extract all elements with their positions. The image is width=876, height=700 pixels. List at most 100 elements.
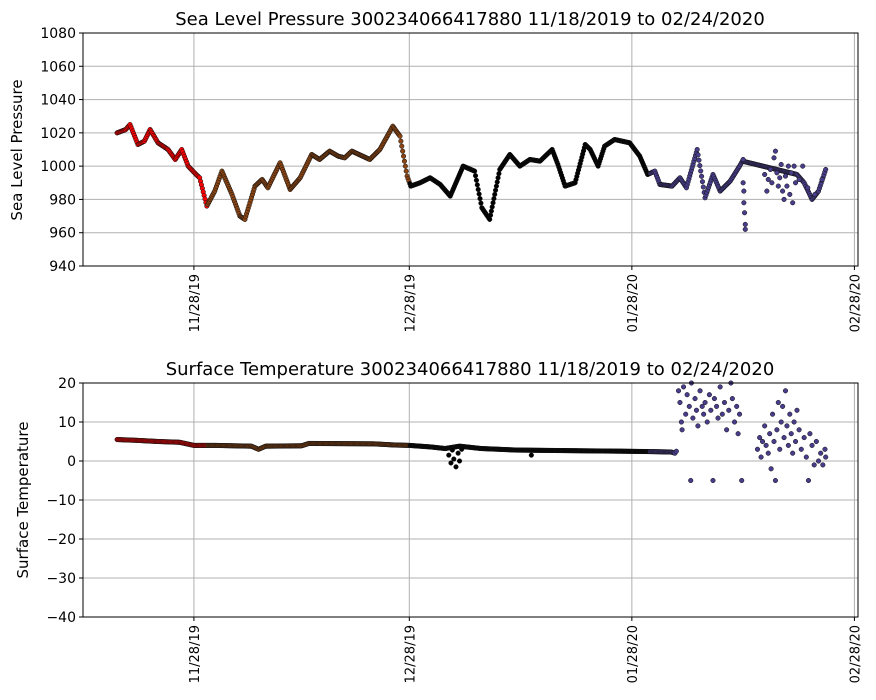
data-point [455, 450, 461, 456]
data-point [448, 460, 454, 466]
data-point [701, 411, 707, 417]
data-point [401, 153, 407, 159]
data-point [771, 438, 777, 445]
data-point [757, 435, 763, 441]
data-point [692, 396, 698, 402]
x-tick-label: 01/28/20 [626, 274, 641, 332]
data-point [778, 419, 784, 425]
data-point [791, 419, 797, 425]
data-point [763, 442, 769, 448]
y-axis-label: Sea Level Pressure [8, 79, 26, 220]
data-point [398, 138, 404, 144]
data-point [777, 446, 783, 452]
data-point [493, 183, 499, 189]
data-point [695, 152, 701, 158]
data-point [785, 163, 791, 169]
x-tick-label: 12/28/19 [403, 274, 418, 332]
data-point [823, 454, 829, 460]
data-point [811, 462, 817, 468]
x-tick-label: 11/28/19 [188, 274, 203, 332]
data-point [798, 446, 804, 452]
data-point [787, 411, 793, 417]
y-tick-label: −30 [46, 571, 76, 587]
data-point [457, 458, 463, 464]
data-point [813, 438, 819, 445]
data-point [684, 392, 690, 398]
data-point [474, 182, 480, 188]
data-point [489, 204, 495, 210]
data-point [803, 454, 809, 460]
data-point [785, 442, 791, 448]
data-point [714, 403, 720, 409]
data-point [775, 399, 781, 406]
data-point [742, 226, 748, 232]
data-point [740, 156, 746, 163]
y-tick-label: −40 [46, 610, 76, 626]
data-point [805, 477, 812, 484]
axes-frame [82, 32, 859, 267]
data-point [781, 435, 787, 441]
data-point [693, 407, 700, 413]
data-point [706, 392, 712, 398]
data-point [697, 388, 703, 394]
y-tick-label: 940 [49, 259, 76, 275]
data-point [710, 477, 716, 484]
chart-title: Sea Level Pressure 300234066417880 11/18… [175, 9, 765, 30]
data-point [472, 173, 479, 179]
y-tick-label: 1060 [40, 59, 76, 75]
y-tick-label: 1080 [40, 26, 76, 42]
y-tick-label: 20 [58, 376, 76, 392]
data-point [775, 183, 781, 189]
data-point [487, 216, 493, 222]
data-point [800, 163, 806, 169]
data-point [754, 446, 761, 452]
data-point [699, 179, 705, 185]
data-point [769, 180, 775, 186]
data-point [792, 438, 799, 445]
data-point [742, 210, 748, 216]
data-point [784, 423, 790, 429]
data-point [700, 184, 706, 190]
x-tick-label: 11/28/19 [188, 625, 203, 683]
data-point [400, 148, 406, 154]
data-point [770, 411, 776, 417]
data-point [675, 388, 682, 394]
data-point [739, 477, 745, 484]
data-point [818, 450, 824, 456]
data-point [788, 431, 794, 437]
data-point [822, 446, 828, 452]
data-point [721, 399, 728, 406]
data-point [699, 403, 705, 409]
data-point [475, 186, 481, 192]
data-point [724, 427, 730, 433]
data-point [809, 442, 815, 448]
data-point [762, 171, 768, 178]
x-tick-label: 01/28/20 [626, 625, 641, 683]
data-point [767, 431, 773, 437]
data-point [476, 191, 482, 197]
y-axis-label: Surface Temperature [14, 422, 32, 579]
data-point [784, 183, 790, 189]
data-point [704, 419, 710, 425]
data-point [815, 458, 822, 464]
data-point [774, 427, 780, 433]
data-point [451, 456, 457, 462]
data-point [801, 435, 807, 441]
data-point [778, 161, 784, 168]
data-point [696, 157, 702, 163]
y-tick-label: 0 [67, 454, 76, 470]
data-point [771, 155, 777, 161]
data-point [819, 176, 825, 183]
data-point [399, 143, 405, 149]
data-point [790, 450, 796, 456]
data-point [715, 415, 721, 421]
data-point [478, 200, 484, 206]
data-point [774, 170, 780, 176]
data-point [729, 396, 735, 402]
y-tick-label: 1020 [40, 126, 76, 142]
data-point [792, 180, 799, 186]
data-point [717, 384, 723, 390]
data-point [735, 431, 741, 437]
y-tick-label: 1040 [40, 93, 76, 109]
data-point [734, 403, 740, 409]
